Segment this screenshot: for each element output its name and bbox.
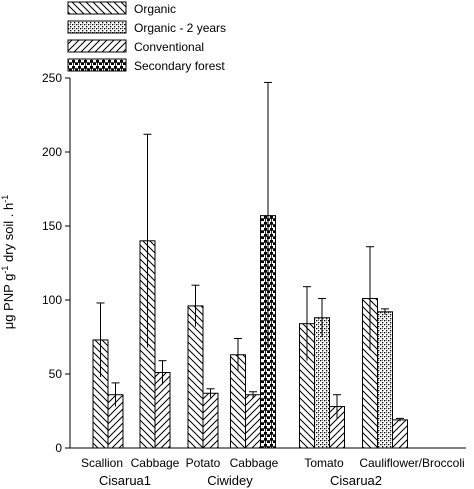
x-group-label: Cisarua1 — [99, 473, 151, 488]
x-tick-label: Tomato — [304, 456, 344, 470]
y-axis-label: μg PNP g-1 dry soil . h-1 — [0, 195, 16, 330]
legend-label: Organic — [134, 2, 176, 16]
bar — [314, 317, 330, 449]
y-tick-label: 50 — [49, 367, 63, 381]
legend: Organic Organic - 2 years Conventional Seco… — [67, 1, 226, 73]
y-tick-label: 150 — [42, 219, 62, 233]
bar — [392, 419, 408, 449]
legend-swatch — [67, 39, 127, 53]
x-tick-label: Cauliflower/Broccoli — [359, 456, 464, 470]
x-axis: Scallion Cabbage Potato Cabbage Tomato Caulif… — [70, 447, 466, 488]
bar — [202, 392, 219, 449]
bar — [377, 311, 393, 449]
legend-label: Secondary forest — [134, 59, 225, 73]
legend-swatch — [67, 1, 127, 15]
y-tick-label: 250 — [42, 71, 62, 85]
bar — [187, 305, 204, 449]
x-group-label: Cisarua2 — [330, 473, 382, 488]
x-group-label: Ciwidey — [207, 473, 253, 488]
legend-swatch — [67, 20, 127, 34]
y-tick-label: 100 — [42, 293, 62, 307]
y-tick-label: 200 — [42, 145, 62, 159]
y-axis: 0 50 100 150 200 250 — [42, 71, 71, 455]
bar — [245, 394, 261, 449]
x-tick-label: Scallion — [81, 456, 123, 470]
legend-label: Organic - 2 years — [134, 21, 226, 35]
x-tick-label: Potato — [186, 456, 221, 470]
bars — [92, 81, 408, 449]
y-tick-label: 0 — [55, 441, 62, 455]
legend-swatch — [67, 58, 127, 72]
x-tick-label: Cabbage — [230, 456, 279, 470]
legend-label: Conventional — [134, 40, 204, 54]
x-tick-label: Cabbage — [131, 456, 180, 470]
